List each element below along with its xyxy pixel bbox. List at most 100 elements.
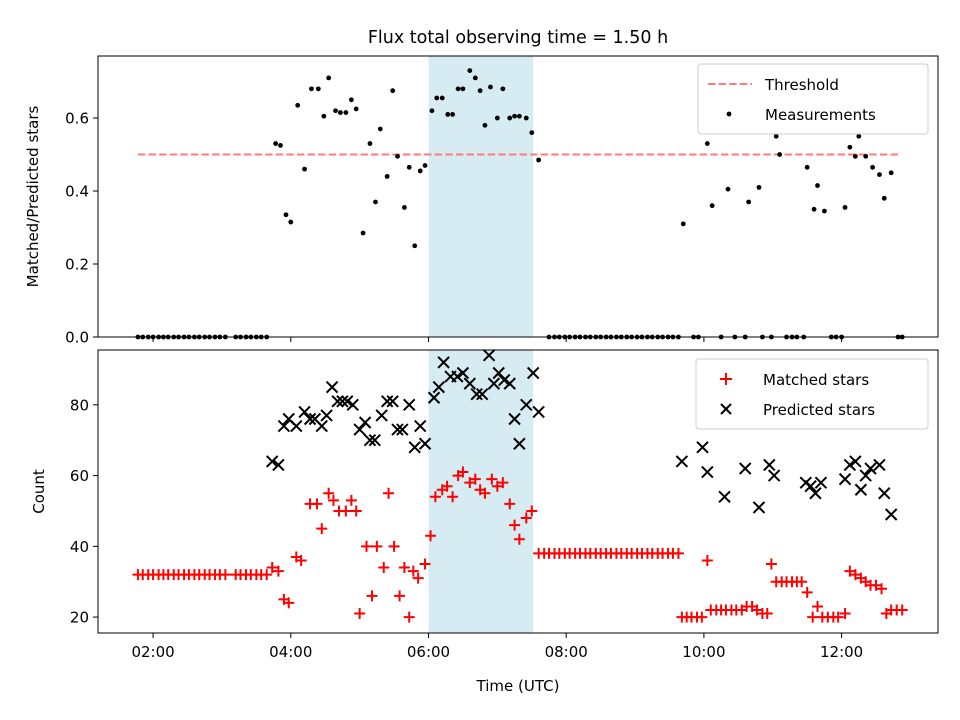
measurement-point xyxy=(888,170,894,176)
predicted-star-point xyxy=(363,433,377,447)
measurement-point xyxy=(348,97,354,103)
predicted-star-point xyxy=(498,373,511,387)
matched-star-point xyxy=(812,600,824,612)
matched-star-point xyxy=(378,562,390,574)
y-tick-label: 0.6 xyxy=(65,110,89,128)
matched-star-point xyxy=(464,477,476,489)
chart-title: Flux total observing time = 1.50 h xyxy=(368,28,668,48)
predicted-star-point xyxy=(526,366,540,380)
matched-star-point xyxy=(311,498,323,510)
matched-star-point xyxy=(219,569,231,581)
predicted-star-point xyxy=(432,380,446,394)
legend-matched-swatch xyxy=(720,373,732,385)
predicted-star-point xyxy=(854,483,868,496)
measurement-point xyxy=(295,102,301,108)
measurement-point xyxy=(847,144,853,150)
predicted-star-point xyxy=(814,476,828,489)
matched-star-point xyxy=(701,554,713,566)
matched-star-point xyxy=(283,597,295,609)
matched-star-point xyxy=(896,604,908,616)
x-tick-label: 08:00 xyxy=(545,643,588,661)
matched-star-point xyxy=(425,530,437,542)
legend: Threshold Measurements xyxy=(697,63,929,135)
matched-star-point xyxy=(479,487,491,499)
matched-star-point xyxy=(849,569,861,581)
matched-star-point xyxy=(876,583,888,595)
predicted-star-point xyxy=(303,412,317,426)
measurement-point xyxy=(450,111,455,117)
predicted-star-point xyxy=(325,380,339,394)
matched-star-point xyxy=(761,608,773,620)
measurement-point xyxy=(756,184,762,190)
predicted-star-point xyxy=(396,423,409,436)
measurement-point xyxy=(529,130,535,136)
predicted-star-point xyxy=(843,458,857,472)
measurement-point xyxy=(815,183,820,188)
y-tick-label: 20 xyxy=(70,609,89,627)
predicted-star-point xyxy=(320,409,333,422)
matched-star-point xyxy=(441,480,453,492)
measurement-point xyxy=(482,122,488,128)
measurement-point xyxy=(536,157,542,163)
matched-star-point xyxy=(447,491,459,503)
matched-star-point xyxy=(371,540,383,552)
y-tick-label: 0.0 xyxy=(65,329,89,347)
matched-star-point xyxy=(272,565,284,577)
predicted-star-point xyxy=(513,437,526,450)
measurement-point xyxy=(709,203,715,209)
predicted-star-point xyxy=(298,405,311,419)
measurement-point xyxy=(680,221,686,227)
matched-star-point xyxy=(696,611,708,623)
predicted-star-point xyxy=(763,458,776,472)
matched-star-point xyxy=(340,505,352,517)
matched-star-point xyxy=(513,533,525,545)
matched-star-point xyxy=(751,604,763,616)
measurement-point xyxy=(377,126,383,132)
predicted-star-point xyxy=(701,465,714,479)
x-tick-label: 04:00 xyxy=(269,643,312,661)
predicted-star-point xyxy=(864,462,877,475)
matched-star-point xyxy=(266,562,278,574)
measurement-point xyxy=(288,219,294,225)
measurement-point xyxy=(516,113,522,119)
predicted-star-point xyxy=(358,416,372,429)
measurement-point xyxy=(870,164,875,170)
predicted-star-point xyxy=(503,377,516,390)
measurement-point xyxy=(439,95,445,101)
matched-star-point xyxy=(327,494,339,506)
measurement-point xyxy=(417,168,423,174)
predicted-star-point xyxy=(849,455,862,468)
predicted-star-point xyxy=(520,398,533,412)
measurement-point xyxy=(877,172,882,178)
matched-star-point xyxy=(316,523,328,535)
matched-star-point xyxy=(350,505,362,517)
measurement-point xyxy=(321,113,327,119)
measurement-point xyxy=(384,174,390,179)
matched-star-point xyxy=(796,576,808,588)
predicted-star-point xyxy=(346,398,359,412)
measurement-point xyxy=(477,88,483,94)
measurement-point xyxy=(523,115,529,121)
predicted-star-point xyxy=(290,419,303,433)
panel-ratio-frame xyxy=(97,55,939,338)
measurement-point xyxy=(353,106,359,112)
predicted-star-point xyxy=(375,409,388,422)
measurement-point xyxy=(856,133,862,139)
legend: Matched stars Predicted stars xyxy=(695,358,929,430)
y-tick-label: 40 xyxy=(70,538,89,556)
x-axis-ticks: 02:00 04:00 06:00 08:00 10:00 12:00 xyxy=(131,633,863,661)
y-tick-label: 0.4 xyxy=(65,183,89,201)
measurement-point xyxy=(283,212,289,218)
measurement-point xyxy=(367,141,373,146)
legend-measurements-swatch xyxy=(726,111,732,117)
measurement-point xyxy=(455,86,461,92)
legend-threshold-label: Threshold xyxy=(764,76,839,94)
predicted-star-point xyxy=(470,388,483,401)
matched-star-point xyxy=(383,487,395,499)
predicted-star-point xyxy=(386,395,399,408)
measurement-point xyxy=(811,206,817,212)
legend-measurements-label: Measurements xyxy=(765,106,876,124)
measurement-point xyxy=(343,110,349,115)
y-tick-label: 60 xyxy=(70,467,89,485)
